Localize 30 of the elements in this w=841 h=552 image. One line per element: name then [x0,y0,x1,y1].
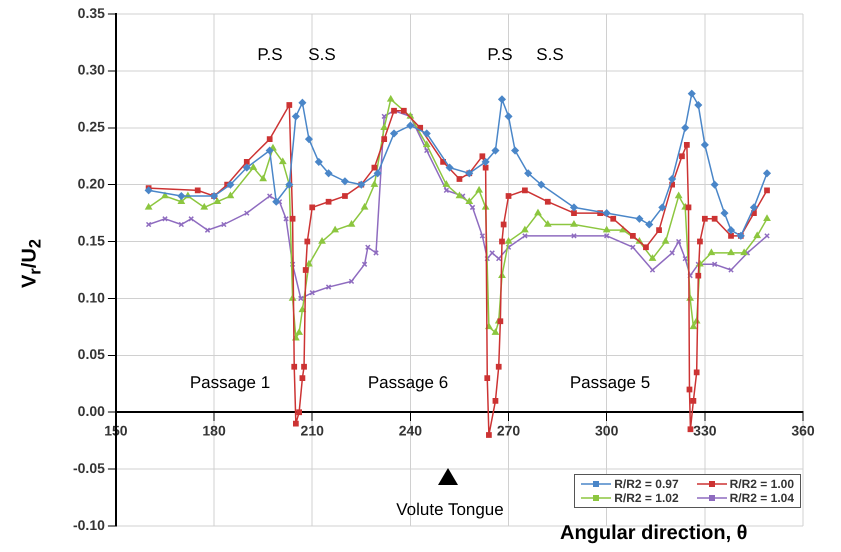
y-tick-label: -0.05 [72,460,106,476]
x-tick-label: 180 [202,422,226,438]
annotation: S.S [308,45,336,65]
x-tick-label: 270 [496,422,520,438]
x-axis-title: Angular direction, θ [560,522,748,545]
annotation: P.S [487,45,513,65]
x-tick-label: 240 [398,422,422,438]
legend-label: R/R2 = 0.97 [614,477,679,491]
annotation: Passage 1 [190,373,270,393]
annotation: Passage 5 [570,373,650,393]
annotation: Volute Tongue [396,500,504,520]
legend-label: R/R2 = 1.00 [730,477,794,491]
y-tick-label: 0.30 [78,62,106,78]
legend-label: R/R2 = 1.04 [730,491,794,505]
y-tick-label: 0.05 [78,346,106,362]
annotation: Passage 6 [368,373,448,393]
annotation: P.S [257,45,283,65]
x-tick-label: 330 [693,422,717,438]
y-tick-label: 0.35 [78,4,106,21]
y-tick-label: -0.10 [72,516,106,533]
legend-label: R/R2 = 1.02 [614,491,679,505]
y-tick-label: 0.25 [78,118,106,135]
y-tick-label: 0.00 [78,403,106,420]
y-tick-label: 0.15 [78,232,106,248]
y-tick-label: 0.10 [78,289,106,306]
x-tick-label: 360 [791,422,815,438]
annotation: S.S [536,45,564,65]
x-tick-label: 210 [300,422,324,438]
x-tick-label: 300 [595,422,619,438]
y-tick-label: 0.20 [78,176,106,192]
